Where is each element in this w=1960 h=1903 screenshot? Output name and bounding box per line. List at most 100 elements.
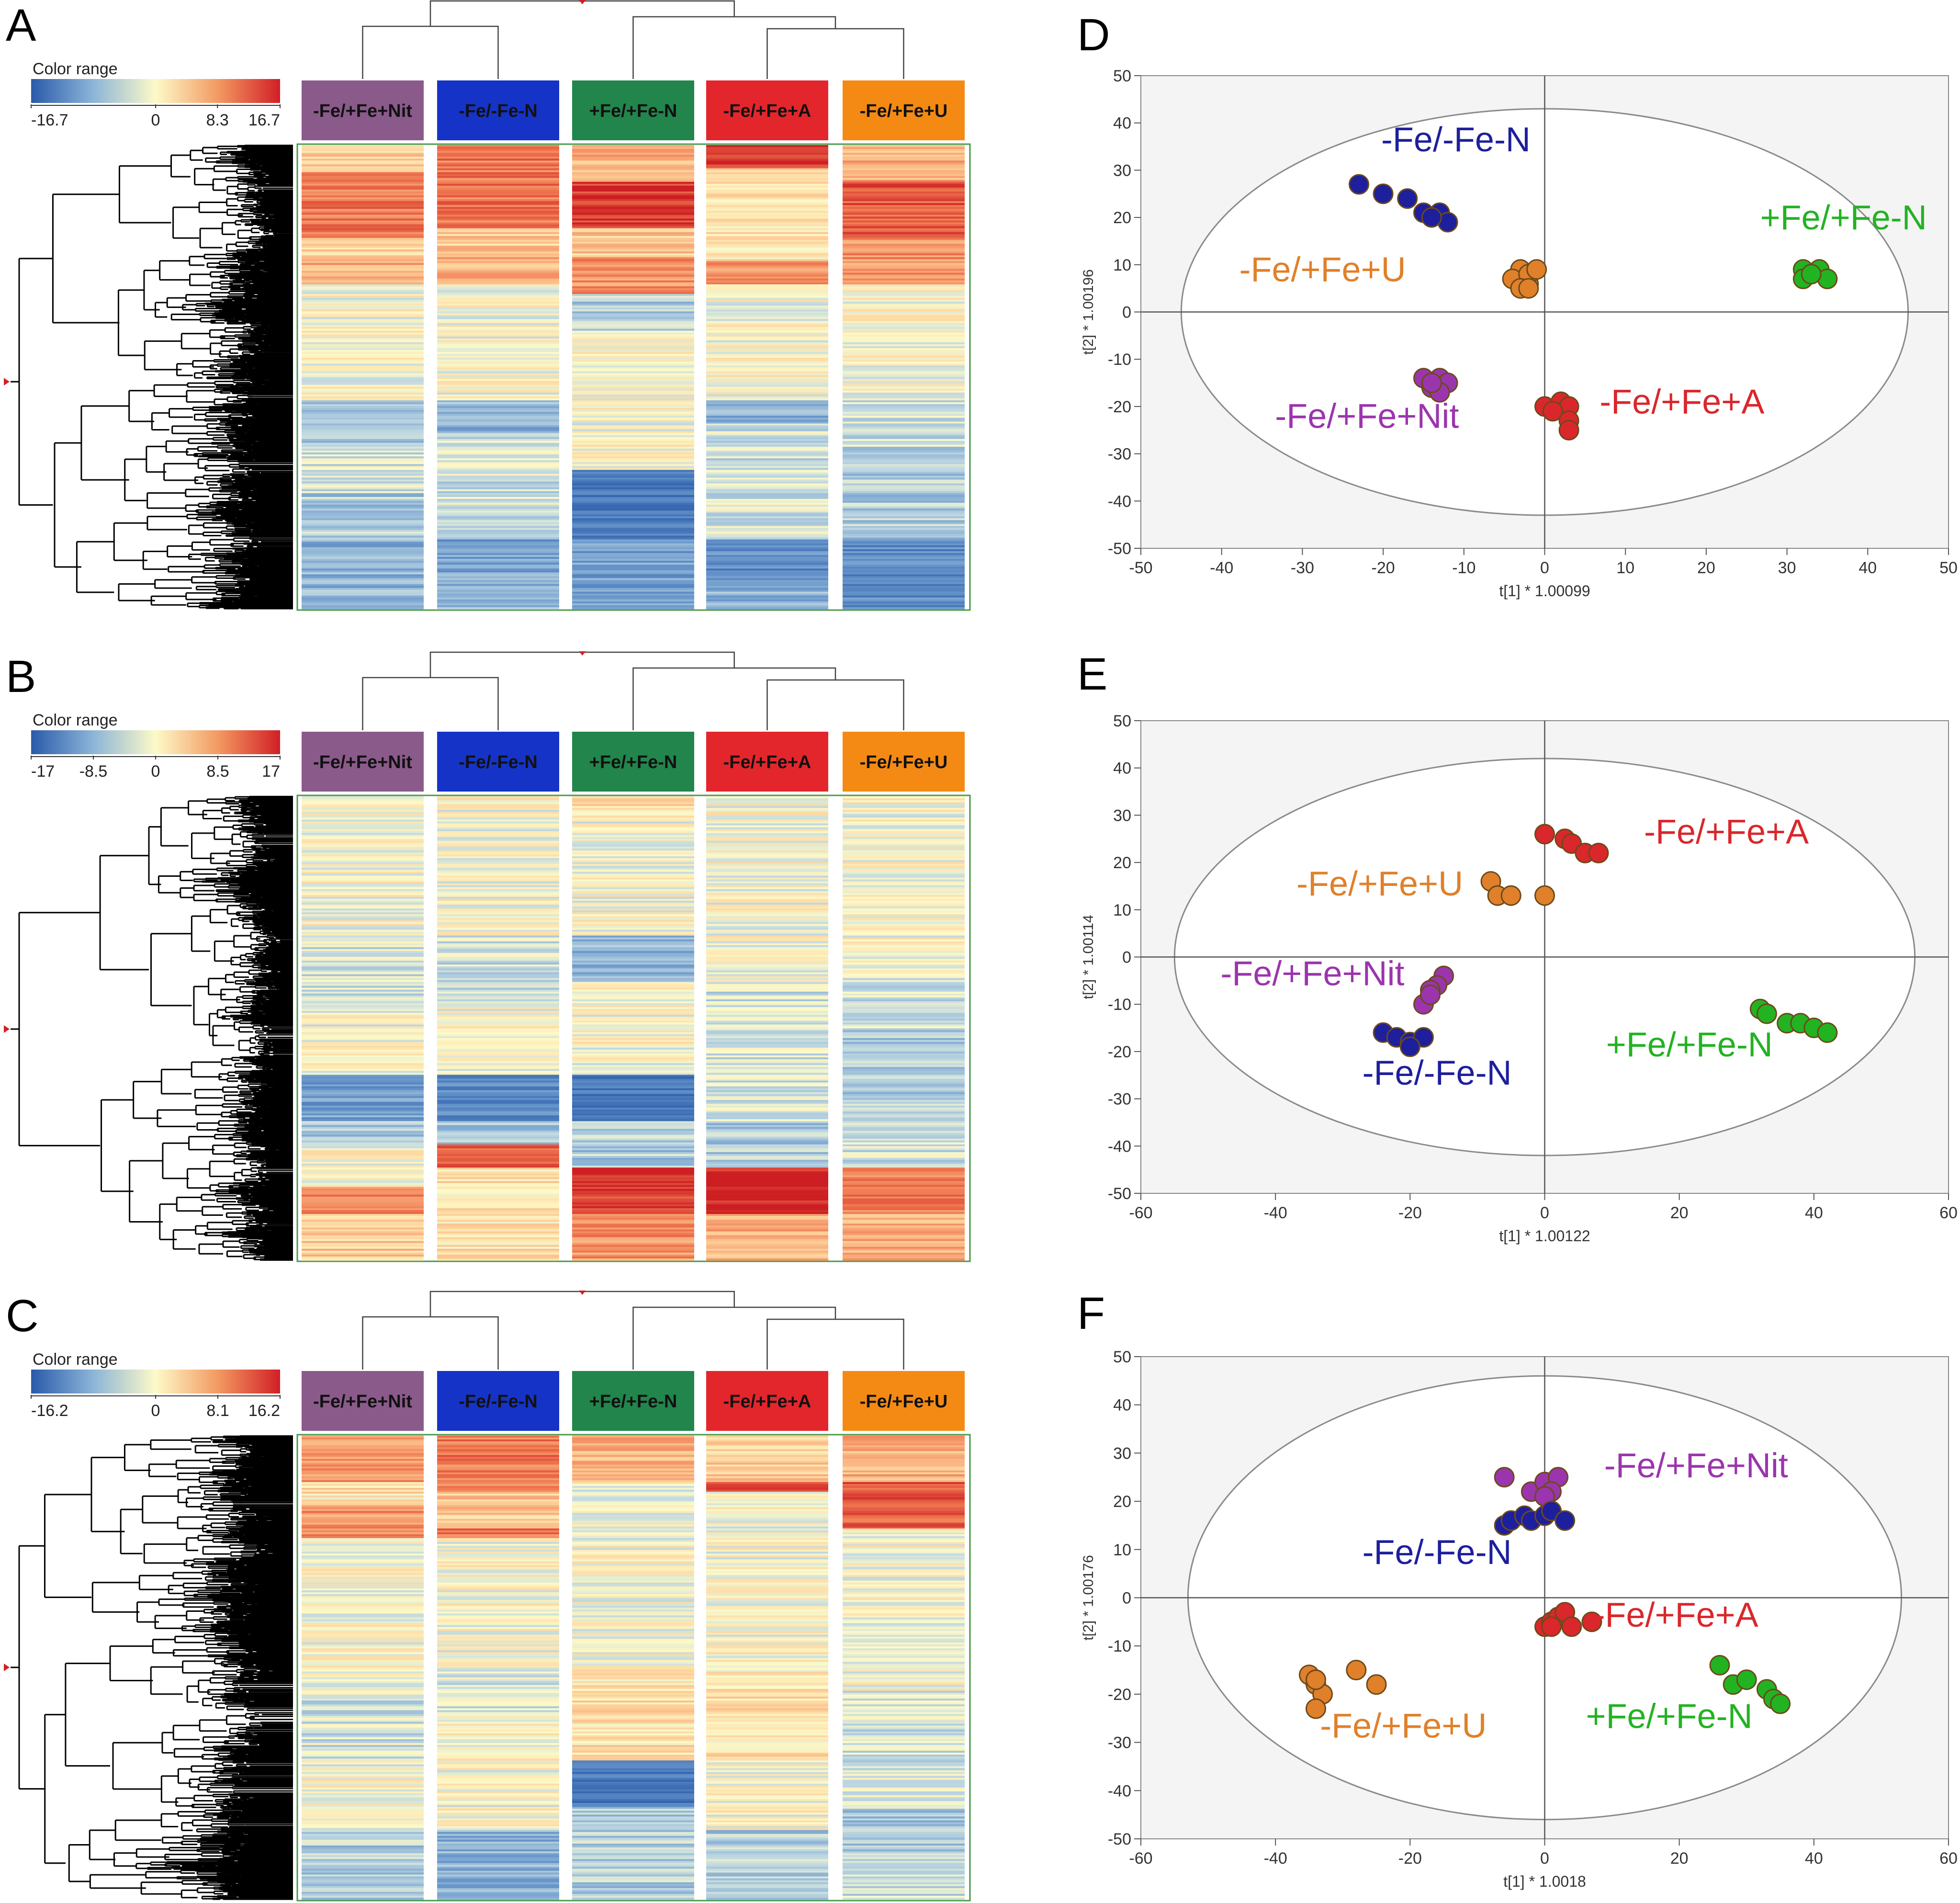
heatmap-cell bbox=[437, 1110, 559, 1112]
heatmap-cell bbox=[843, 532, 965, 534]
heatmap-cell bbox=[706, 910, 828, 913]
heatmap-cell bbox=[843, 541, 965, 544]
heatmap-cell bbox=[572, 1155, 694, 1158]
heatmap-cell bbox=[706, 522, 828, 525]
heatmap-cell bbox=[437, 1198, 559, 1201]
heatmap-cell bbox=[437, 804, 559, 806]
heatmap-cell bbox=[302, 1088, 424, 1091]
heatmap-cell bbox=[437, 425, 559, 428]
heatmap-cell bbox=[572, 365, 694, 368]
heatmap-cell bbox=[572, 864, 694, 867]
heatmap-cell bbox=[302, 1233, 424, 1236]
heatmap-cell bbox=[302, 1162, 424, 1164]
heatmap-cell bbox=[437, 1129, 559, 1132]
heatmap-cell bbox=[706, 1084, 828, 1087]
heatmap-cell bbox=[843, 846, 965, 849]
heatmap-cell bbox=[843, 545, 965, 548]
heatmap-cell bbox=[706, 530, 828, 532]
heatmap-cell bbox=[302, 808, 424, 811]
heatmap-column bbox=[706, 145, 828, 610]
heatmap-cell bbox=[302, 1073, 424, 1076]
heatmap-cell bbox=[572, 922, 694, 925]
heatmap-cell bbox=[437, 949, 559, 952]
heatmap-cell bbox=[706, 306, 828, 308]
heatmap-cell bbox=[706, 819, 828, 822]
heatmap-cell bbox=[706, 568, 828, 571]
heatmap-cell bbox=[572, 236, 694, 238]
heatmap-cell bbox=[706, 885, 828, 888]
heatmap-cell bbox=[572, 226, 694, 229]
heatmap-cell bbox=[572, 367, 694, 370]
heatmap-cell bbox=[302, 1134, 424, 1137]
heatmap-cell bbox=[706, 1200, 828, 1203]
heatmap-cell bbox=[302, 385, 424, 387]
heatmap-cell bbox=[572, 1005, 694, 1008]
heatmap-cell bbox=[437, 968, 559, 971]
heatmap-cell bbox=[302, 1115, 424, 1118]
heatmap-cell bbox=[843, 236, 965, 238]
heatmap-cell bbox=[706, 477, 828, 480]
heatmap-cell bbox=[437, 561, 559, 563]
heatmap-cell bbox=[706, 197, 828, 200]
heatmap-cell bbox=[572, 578, 694, 581]
heatmap-cell bbox=[706, 1258, 828, 1261]
heatmap-cell bbox=[706, 804, 828, 806]
heatmap-cell bbox=[302, 470, 424, 473]
heatmap-cell bbox=[706, 931, 828, 934]
heatmap-cell bbox=[437, 1032, 559, 1035]
heatmap-cell bbox=[302, 1225, 424, 1228]
heatmap-cell bbox=[572, 1049, 694, 1052]
heatmap-cell bbox=[572, 1206, 694, 1209]
heatmap-cell bbox=[437, 388, 559, 391]
heatmap-cell bbox=[437, 898, 559, 901]
heatmap-cell bbox=[706, 446, 828, 449]
heatmap-cell bbox=[843, 1127, 965, 1130]
heatmap-cell bbox=[706, 460, 828, 463]
heatmap-cell bbox=[572, 433, 694, 436]
heatmap-cell bbox=[302, 1189, 424, 1191]
heatmap-cell bbox=[302, 263, 424, 266]
heatmap-cell bbox=[843, 1084, 965, 1087]
heatmap-cell bbox=[572, 394, 694, 397]
heatmap-cell bbox=[572, 414, 694, 417]
heatmap-cell bbox=[572, 1133, 694, 1135]
heatmap-cell bbox=[572, 1092, 694, 1095]
heatmap-cell bbox=[437, 875, 559, 878]
heatmap-cell bbox=[706, 1042, 828, 1044]
heatmap-cell bbox=[572, 174, 694, 177]
heatmap-cell bbox=[706, 288, 828, 291]
heatmap-cell bbox=[572, 1042, 694, 1044]
heatmap-cell bbox=[706, 265, 828, 268]
heatmap-cell bbox=[706, 1090, 828, 1093]
heatmap-cell bbox=[843, 437, 965, 440]
heatmap-cell bbox=[843, 1005, 965, 1008]
heatmap-cell bbox=[706, 1241, 828, 1244]
heatmap-cell bbox=[706, 555, 828, 557]
heatmap-cell bbox=[572, 599, 694, 602]
heatmap-cell bbox=[706, 873, 828, 876]
heatmap-cell bbox=[302, 404, 424, 407]
heatmap-cell bbox=[437, 495, 559, 498]
heatmap-cell bbox=[706, 1015, 828, 1018]
heatmap-cell bbox=[572, 961, 694, 963]
heatmap-column bbox=[302, 796, 424, 1261]
heatmap-cell bbox=[843, 933, 965, 936]
heatmap-cell bbox=[572, 1194, 694, 1197]
heatmap-cell bbox=[437, 153, 559, 155]
heatmap-cell bbox=[843, 868, 965, 871]
heatmap-cell bbox=[302, 1049, 424, 1052]
heatmap-cell bbox=[706, 410, 828, 412]
heatmap-cell bbox=[437, 901, 559, 903]
heatmap-cell bbox=[302, 425, 424, 428]
heatmap-cell bbox=[437, 957, 559, 959]
heatmap-cell bbox=[706, 344, 828, 347]
heatmap-cell bbox=[437, 284, 559, 287]
heatmap-cell bbox=[706, 1208, 828, 1211]
heatmap-cell bbox=[572, 574, 694, 577]
heatmap-cell bbox=[706, 328, 828, 331]
heatmap-cell bbox=[843, 1189, 965, 1191]
heatmap-cell bbox=[302, 1192, 424, 1195]
heatmap-cell bbox=[437, 149, 559, 151]
heatmap-cell bbox=[302, 1171, 424, 1174]
heatmap-cell bbox=[437, 234, 559, 237]
